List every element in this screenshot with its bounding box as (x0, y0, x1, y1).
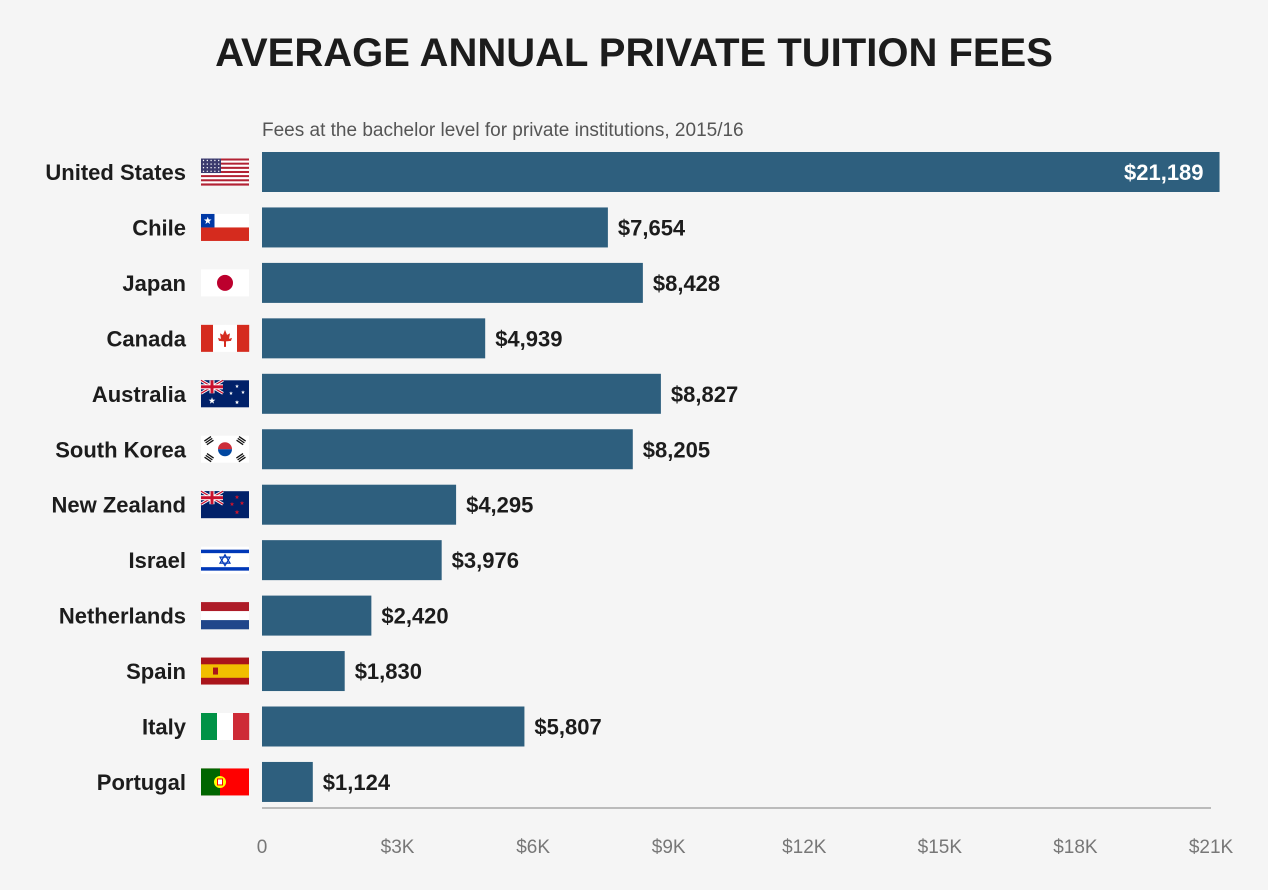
category-label: New Zealand (52, 493, 186, 518)
bar-canada (262, 318, 486, 359)
category-label: Portugal (97, 770, 186, 795)
value-label: $1,830 (355, 659, 422, 684)
value-label: $8,205 (643, 437, 710, 462)
value-label: $8,827 (671, 382, 738, 407)
bar-new-zealand (262, 484, 457, 525)
australia-flag-icon (200, 379, 249, 408)
x-tick-label: $3K (381, 837, 415, 858)
bar-chile (262, 207, 608, 248)
category-label: South Korea (55, 437, 187, 462)
new-zealand-flag-icon (200, 489, 249, 519)
flags-layer (200, 158, 250, 796)
x-tick-label: $21K (1189, 837, 1234, 858)
bar-israel (262, 540, 442, 581)
x-tick-label: $12K (782, 837, 827, 858)
x-tick-label: $6K (516, 837, 550, 858)
bars-layer (262, 152, 1220, 802)
category-label: Chile (132, 215, 186, 240)
netherlands-flag-icon (201, 602, 249, 630)
x-tick-label: 0 (257, 837, 268, 858)
category-label: Netherlands (59, 604, 186, 629)
x-tick-label: $18K (1053, 837, 1098, 858)
category-label: Japan (122, 271, 186, 296)
value-label: $1,124 (323, 770, 391, 795)
category-label: Italy (142, 715, 187, 740)
value-label: $7,654 (618, 215, 686, 240)
value-label: $21,189 (1124, 160, 1204, 185)
bar-netherlands (262, 595, 372, 636)
value-label: $4,295 (466, 493, 533, 518)
spain-flag-icon (201, 657, 249, 685)
category-label: Australia (92, 382, 187, 407)
category-label: Spain (126, 659, 186, 684)
value-label: $2,420 (381, 604, 448, 629)
bar-australia (262, 373, 661, 414)
bar-south-korea (262, 429, 633, 470)
canada-flag-icon (201, 324, 250, 352)
bar-united-states (262, 152, 1220, 192)
value-label: $8,428 (653, 271, 720, 296)
bar-portugal (262, 761, 313, 802)
value-label: $5,807 (534, 715, 601, 740)
category-label: United States (45, 160, 186, 185)
chart-title: AVERAGE ANNUAL PRIVATE TUITION FEES (215, 31, 1053, 75)
x-axis: 0 $3K $6K $9K $12K $15K $18K $21K (257, 807, 1234, 858)
chile-flag-icon (201, 213, 249, 241)
value-label: $3,976 (452, 548, 519, 573)
bar-japan (262, 262, 643, 303)
israel-flag-icon (201, 546, 249, 574)
south-korea-flag-icon (201, 435, 249, 463)
italy-flag-icon (201, 713, 250, 740)
bar-italy (262, 706, 525, 747)
bar-spain (262, 651, 345, 692)
portugal-flag-icon (201, 768, 249, 796)
category-label: Canada (107, 326, 187, 351)
category-label: Israel (129, 548, 187, 573)
x-tick-label: $9K (652, 837, 686, 858)
x-tick-label: $15K (918, 837, 963, 858)
chart-subtitle: Fees at the bachelor level for private i… (262, 120, 744, 141)
us-flag-icon (201, 158, 249, 186)
japan-flag-icon (201, 269, 249, 297)
labels-layer: United States $21,189 Chile $7,654 Japan $8,4… (45, 160, 1203, 795)
value-label: $4,939 (495, 326, 562, 351)
